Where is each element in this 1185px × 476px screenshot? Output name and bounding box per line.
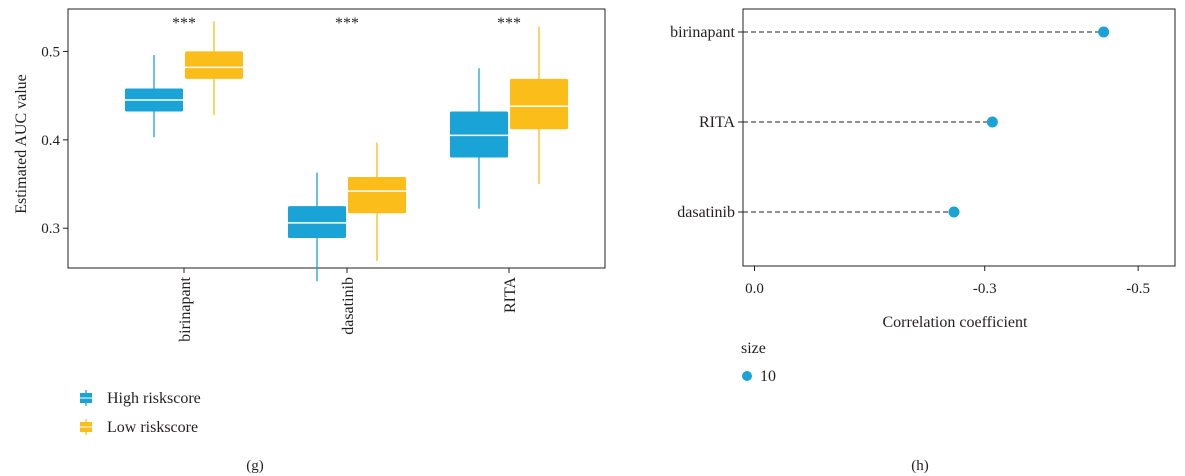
panel-h-x-axis-label: Correlation coefficient [883,314,1029,331]
panel-h-plot-frame [742,8,1176,267]
size-legend-point [742,371,752,381]
box-iqr [348,176,406,214]
panel-h-y-axis: birinapant RITA dasatinib [670,24,743,221]
size-legend-label: 10 [760,368,776,385]
y-tick-label: 0.3 [41,221,60,237]
y-tick-label: 0.5 [41,44,60,60]
panel-h-caption: (h) [911,458,929,474]
panel-h-size-legend: size 10 [741,340,776,385]
panel-h-lollipops [743,26,1110,218]
panel-g-legend: High riskscore Low riskscore [80,390,201,436]
panel-g-y-axis-label: Estimated AUC value [13,74,30,214]
x-tick-label: -0.3 [973,281,997,297]
panel-g-auc-boxplot: 0.3 0.4 0.5 *** *** *** birinapant dasatinib R… [13,8,606,474]
y-tick-label: dasatinib [677,204,735,221]
box-iqr [510,78,568,130]
lollipop-point [948,206,960,218]
panel-g-y-axis: 0.3 0.4 0.5 [41,44,68,237]
panel-g-caption: (g) [246,458,264,474]
box-iqr [288,206,346,238]
y-tick-label: birinapant [670,24,735,41]
size-legend-title: size [741,340,766,357]
lollipop-point [1098,26,1110,38]
x-tick-label: -0.5 [1126,281,1150,297]
legend-label: High riskscore [107,390,201,407]
x-tick-label: dasatinib [340,277,357,335]
panel-h-x-axis: 0.0 -0.3 -0.5 [745,266,1150,297]
panel-g-plot-frame [67,8,606,269]
panel-g-boxes [125,21,568,282]
significance-label: *** [497,15,521,32]
box-iqr [185,51,243,79]
panel-g-x-axis: birinapant dasatinib RITA [177,268,519,342]
x-tick-label: RITA [502,277,519,313]
y-tick-label: RITA [699,114,735,131]
panel-g-significance-labels: *** *** *** [172,15,521,32]
y-tick-label: 0.4 [41,133,60,149]
box-iqr [450,111,508,158]
legend-label: Low riskscore [107,419,198,436]
x-tick-label: birinapant [177,276,194,341]
lollipop-point [986,116,998,128]
x-tick-label: 0.0 [745,281,764,297]
significance-label: *** [172,15,196,32]
significance-label: *** [335,15,359,32]
panel-h-correlation-lollipop: birinapant RITA dasatinib 0.0 -0.3 -0.5 Corr… [670,8,1176,474]
